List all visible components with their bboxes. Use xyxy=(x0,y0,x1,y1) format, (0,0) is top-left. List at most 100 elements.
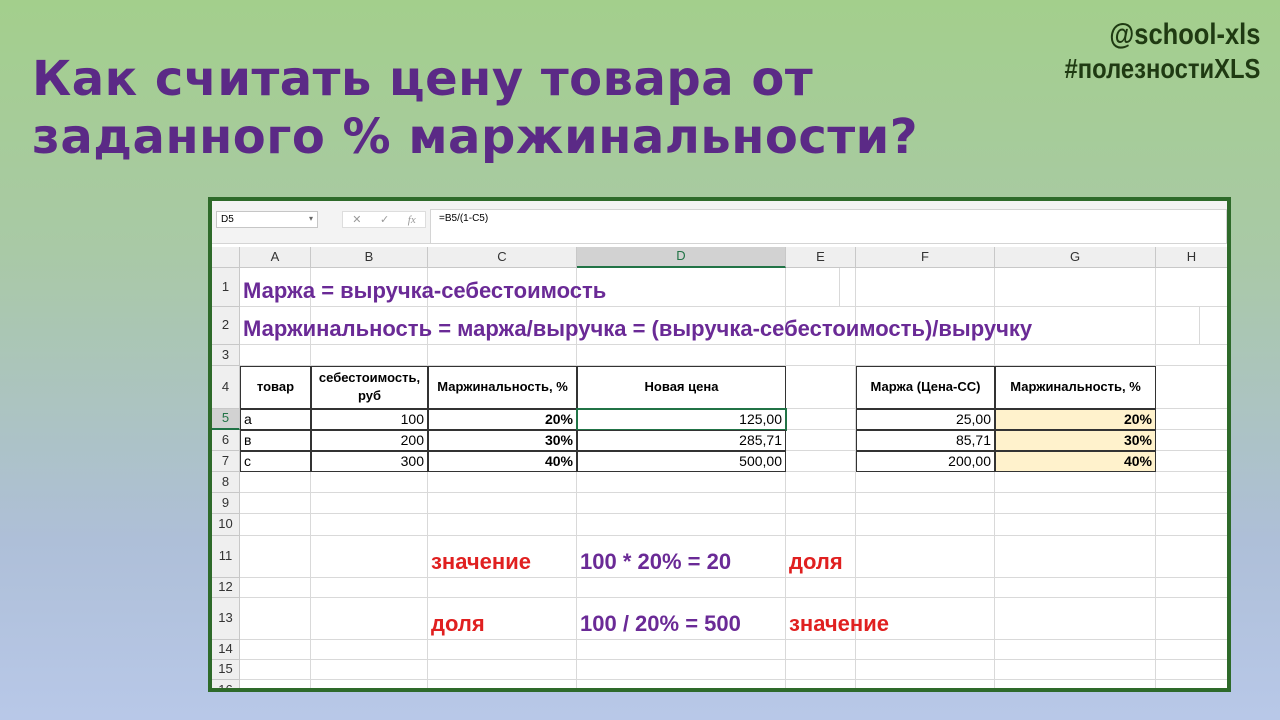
cell[interactable] xyxy=(995,472,1156,493)
row-header-8[interactable]: 8 xyxy=(212,472,240,493)
cell[interactable] xyxy=(428,345,577,366)
name-box[interactable]: D5 ▾ xyxy=(216,211,318,228)
cell[interactable] xyxy=(856,598,995,640)
row-header-5[interactable]: 5 xyxy=(212,409,240,430)
cell[interactable] xyxy=(786,451,856,472)
column-header-H[interactable]: H xyxy=(1156,247,1227,268)
cell[interactable] xyxy=(786,640,856,660)
cell[interactable] xyxy=(995,598,1156,640)
cell[interactable] xyxy=(311,660,428,680)
cell[interactable] xyxy=(1156,598,1227,640)
row-header-9[interactable]: 9 xyxy=(212,493,240,514)
cell[interactable] xyxy=(786,578,856,598)
row-header-10[interactable]: 10 xyxy=(212,514,240,536)
cell[interactable] xyxy=(1156,660,1227,680)
cell-margin-pct[interactable]: 40% xyxy=(428,451,577,472)
check-header[interactable]: Маржа (Цена-СС) xyxy=(856,366,995,409)
fx-icon[interactable]: fx xyxy=(407,213,416,226)
check-header[interactable]: Маржинальность, % xyxy=(995,366,1156,409)
column-header-F[interactable]: F xyxy=(856,247,995,268)
cell[interactable] xyxy=(856,680,995,688)
cell[interactable] xyxy=(1156,514,1227,536)
chevron-down-icon[interactable]: ▾ xyxy=(308,214,313,223)
cell-check-margin[interactable]: 200,00 xyxy=(856,451,995,472)
cell[interactable] xyxy=(577,640,786,660)
cell[interactable] xyxy=(1156,536,1227,578)
column-header-A[interactable]: A xyxy=(240,247,311,268)
cell[interactable] xyxy=(1156,366,1227,409)
cell-check-margin-pct[interactable]: 20% xyxy=(995,409,1156,430)
select-all-corner[interactable] xyxy=(212,247,240,268)
row-header-11[interactable]: 11 xyxy=(212,536,240,578)
cell[interactable] xyxy=(240,345,311,366)
row-header-14[interactable]: 14 xyxy=(212,640,240,660)
cell[interactable] xyxy=(577,514,786,536)
result-row13[interactable]: значение xyxy=(786,598,889,640)
cell[interactable] xyxy=(240,536,311,578)
cell-margin-pct[interactable]: 30% xyxy=(428,430,577,451)
table-header[interactable]: Маржинальность, % xyxy=(428,366,577,409)
cell[interactable] xyxy=(1156,680,1227,688)
cell[interactable] xyxy=(428,660,577,680)
cell-cost[interactable]: 200 xyxy=(311,430,428,451)
confirm-icon[interactable]: ✓ xyxy=(380,214,390,226)
cell[interactable] xyxy=(995,514,1156,536)
cell[interactable] xyxy=(311,640,428,660)
cell[interactable] xyxy=(240,598,311,640)
cell-margin-pct[interactable]: 20% xyxy=(428,409,577,430)
cell[interactable] xyxy=(428,640,577,660)
cell-item[interactable]: с xyxy=(240,451,311,472)
row-header-15[interactable]: 15 xyxy=(212,660,240,680)
cell[interactable] xyxy=(1156,493,1227,514)
cancel-icon[interactable]: ✕ xyxy=(352,214,362,226)
cell-check-margin[interactable]: 25,00 xyxy=(856,409,995,430)
row-header-7[interactable]: 7 xyxy=(212,451,240,472)
label-row11[interactable]: значение xyxy=(428,536,577,578)
row-header-13[interactable]: 13 xyxy=(212,598,240,640)
cell-item[interactable]: а xyxy=(240,409,311,430)
row-header-1[interactable]: 1 xyxy=(212,268,240,307)
row-header-2[interactable]: 2 xyxy=(212,307,240,345)
row-header-12[interactable]: 12 xyxy=(212,578,240,598)
cell[interactable] xyxy=(240,514,311,536)
cell[interactable] xyxy=(786,660,856,680)
cell[interactable] xyxy=(786,514,856,536)
row-header-6[interactable]: 6 xyxy=(212,430,240,451)
cell-check-margin[interactable]: 85,71 xyxy=(856,430,995,451)
cell[interactable] xyxy=(311,680,428,688)
cell[interactable] xyxy=(786,345,856,366)
cell[interactable] xyxy=(856,640,995,660)
cell[interactable] xyxy=(1156,640,1227,660)
column-header-D[interactable]: D xyxy=(577,247,786,268)
cell[interactable] xyxy=(1156,451,1227,472)
cell[interactable] xyxy=(1156,430,1227,451)
cell[interactable] xyxy=(311,578,428,598)
cell[interactable] xyxy=(1156,345,1227,366)
column-header-G[interactable]: G xyxy=(995,247,1156,268)
cell-cost[interactable]: 300 xyxy=(311,451,428,472)
cell[interactable] xyxy=(577,680,786,688)
row-header-4[interactable]: 4 xyxy=(212,366,240,409)
cell[interactable] xyxy=(995,578,1156,598)
column-header-B[interactable]: B xyxy=(311,247,428,268)
cell[interactable] xyxy=(428,472,577,493)
cell[interactable] xyxy=(240,680,311,688)
cell[interactable] xyxy=(311,536,428,578)
row-header-3[interactable]: 3 xyxy=(212,345,240,366)
cell-new-price[interactable]: 285,71 xyxy=(577,430,786,451)
cell[interactable] xyxy=(995,660,1156,680)
cell[interactable] xyxy=(856,660,995,680)
cell[interactable] xyxy=(428,514,577,536)
cell[interactable] xyxy=(240,493,311,514)
cell[interactable] xyxy=(428,680,577,688)
cell[interactable] xyxy=(1156,409,1227,430)
cell[interactable] xyxy=(995,268,1156,307)
cell[interactable] xyxy=(577,660,786,680)
cell[interactable] xyxy=(786,472,856,493)
cell[interactable] xyxy=(1156,472,1227,493)
cell[interactable] xyxy=(240,660,311,680)
cell-cost[interactable]: 100 xyxy=(311,409,428,430)
cell[interactable] xyxy=(1156,268,1227,307)
cell[interactable] xyxy=(786,430,856,451)
cell[interactable] xyxy=(1156,578,1227,598)
